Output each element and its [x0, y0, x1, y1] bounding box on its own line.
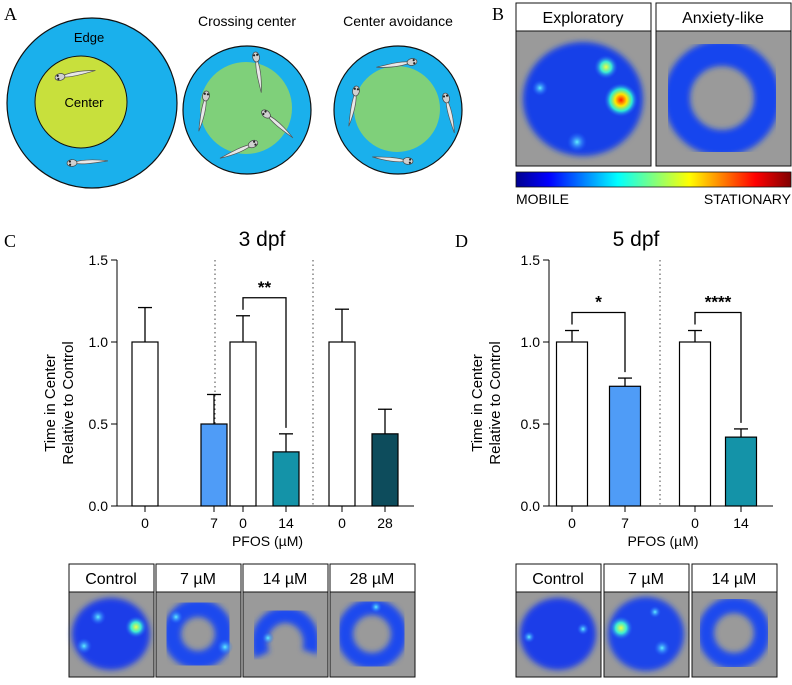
arena-title-avoidance: Center avoidance	[343, 13, 453, 29]
x-tick-label: 0	[239, 515, 247, 531]
heatmap-label-28um: 28 µM	[350, 571, 395, 588]
colorbar-label-stationary: STATIONARY	[704, 191, 792, 207]
y-tick-label: 1.5	[89, 252, 109, 268]
heatmap-d-control	[515, 591, 602, 678]
bar	[200, 423, 228, 507]
y-tick-label: 0.5	[521, 416, 541, 432]
bar	[724, 436, 758, 507]
arena-avoidance	[333, 45, 463, 175]
bar	[328, 341, 356, 507]
bar-chart-d: 0.0 0.5 1.0 1.5 Time in CenterRelative to Co…	[469, 252, 773, 549]
arena-large: Edge Center	[6, 17, 178, 189]
heatmap-label-14um: 14 µM	[712, 571, 757, 588]
bar-chart-c: 0.0 0.5 1.0 1.5 Time in CenterRelative to Co…	[42, 252, 414, 549]
significance-bracket	[694, 311, 742, 423]
heatmap-exploratory	[515, 30, 652, 167]
heatmap-label-control: Control	[532, 571, 584, 588]
y-axis-label-line: Time in Center	[469, 354, 486, 452]
bar	[229, 341, 257, 507]
arena-crossing	[182, 45, 312, 175]
x-tick-label: 7	[210, 515, 218, 531]
y-axis-label: Time in CenterRelative to Control	[469, 341, 504, 464]
title-box-exploratory	[515, 2, 652, 32]
y-tick-label: 1.5	[521, 252, 541, 268]
y-axis-label-line: Relative to Control	[60, 341, 77, 464]
bar	[131, 341, 159, 507]
x-tick-label: 14	[733, 515, 749, 531]
x-tick-label: 14	[278, 515, 294, 531]
x-axis-label: PFOS (µM)	[232, 533, 303, 549]
x-tick-label: 28	[377, 515, 393, 531]
panel-letter-d: D	[455, 231, 468, 251]
panel-a: A Edge Center Crossing center Center avo…	[4, 4, 463, 189]
x-tick-label: 0	[568, 515, 576, 531]
y-axis-label-line: Time in Center	[42, 354, 59, 452]
panel-d: D 5 dpf 0.0 0.5 1.0 1.5 Time in CenterRelati…	[455, 228, 773, 549]
heatmap-label-7um: 7 µM	[180, 571, 216, 588]
y-axis-label-line: Relative to Control	[487, 341, 504, 464]
x-tick-label: 7	[621, 515, 629, 531]
heatmap-strip-c: Control 7 µM 14 µM 28 µM	[68, 563, 416, 678]
bar	[371, 433, 399, 507]
colorbar-label-mobile: MOBILE	[516, 191, 569, 207]
heatmap-d-14um	[691, 591, 778, 678]
x-axis-label: PFOS (µM)	[627, 533, 698, 549]
panel-letter-a: A	[4, 4, 17, 24]
significance-label: *	[595, 293, 602, 312]
y-tick-label: 0.5	[89, 416, 109, 432]
panel-letter-c: C	[4, 231, 16, 251]
title-exploratory: Exploratory	[543, 10, 624, 27]
heatmap-strip-d: Control 7 µM 14 µM	[515, 563, 778, 678]
heatmap-d-7um	[603, 591, 690, 678]
significance-bracket	[571, 311, 626, 373]
significance-bracket	[242, 297, 287, 428]
arena-title-crossing: Crossing center	[198, 13, 296, 29]
chart-title-c: 3 dpf	[239, 228, 286, 251]
bar	[678, 341, 712, 507]
center-label: Center	[64, 95, 104, 110]
y-tick-label: 1.0	[89, 334, 109, 350]
heatmap-anxiety	[655, 30, 792, 167]
y-tick-label: 0.0	[89, 498, 109, 514]
edge-label: Edge	[74, 30, 104, 45]
colorbar	[515, 171, 792, 188]
bar	[272, 451, 300, 507]
heatmap-c-14um	[242, 591, 329, 678]
bar	[555, 341, 589, 507]
x-tick-label: 0	[691, 515, 699, 531]
heatmap-label-7um: 7 µM	[628, 571, 664, 588]
panel-c: C 3 dpf 0.0 0.5 1.0 1.5 Time in CenterRelati…	[4, 228, 414, 549]
significance-label: **	[258, 278, 272, 297]
chart-title-d: 5 dpf	[613, 228, 660, 251]
heatmap-label-14um: 14 µM	[263, 571, 308, 588]
title-box-anxiety	[655, 2, 792, 32]
heatmap-c-7um	[155, 591, 242, 678]
significance-label: ****	[705, 293, 732, 312]
title-anxiety: Anxiety-like	[682, 10, 764, 27]
heatmap-label-control: Control	[85, 571, 137, 588]
y-axis-label: Time in CenterRelative to Control	[42, 341, 77, 464]
y-tick-label: 1.0	[521, 334, 541, 350]
x-tick-label: 0	[141, 515, 149, 531]
x-tick-label: 0	[338, 515, 346, 531]
bar	[608, 385, 642, 507]
heatmap-c-control	[68, 591, 155, 678]
y-tick-label: 0.0	[521, 498, 541, 514]
panel-letter-b: B	[492, 4, 504, 24]
heatmap-c-28um	[329, 591, 416, 678]
panel-b: B Exploratory Anxiety-like MOBILE STATIO…	[492, 2, 792, 207]
